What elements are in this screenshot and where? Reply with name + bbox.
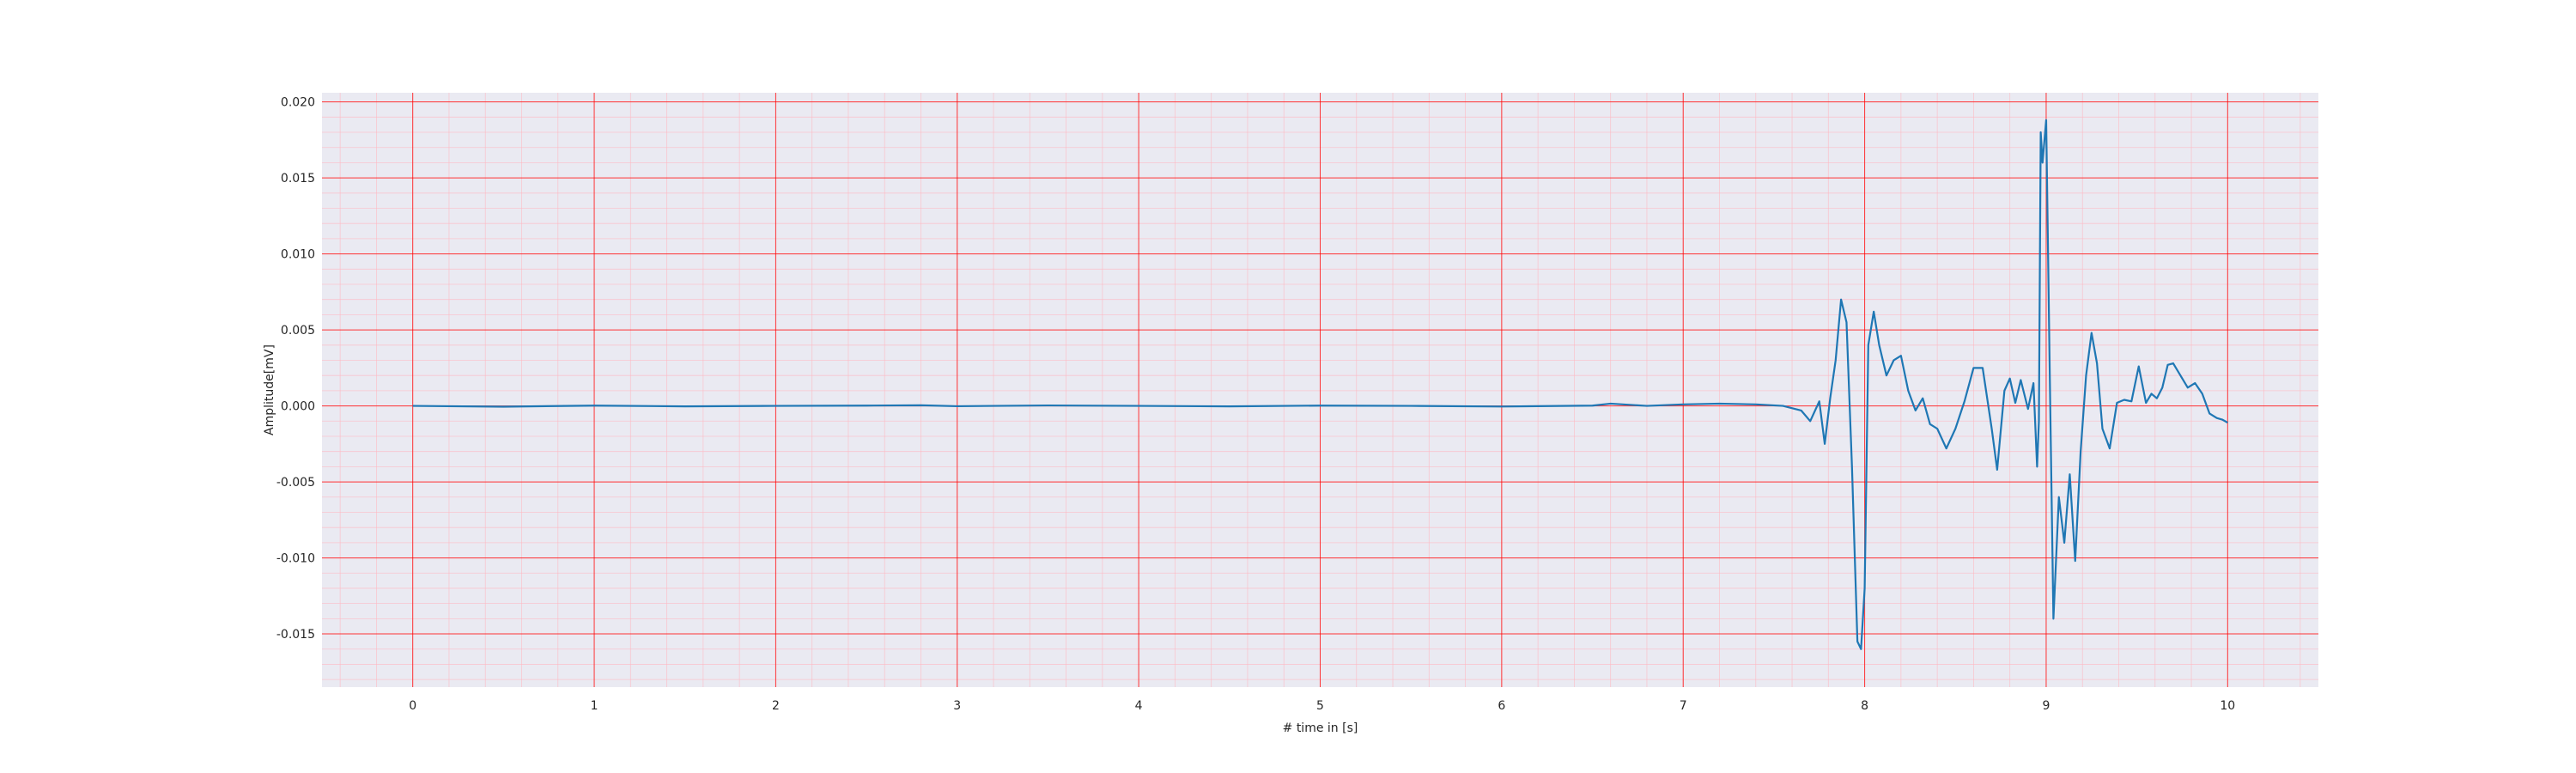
x-tick-label: 3	[953, 699, 961, 713]
y-tick-label: -0.015	[276, 628, 315, 642]
y-tick-label: 0.015	[281, 172, 315, 186]
x-tick-label: 10	[2220, 699, 2235, 713]
y-tick-label: 0.010	[281, 248, 315, 262]
x-tick-label: 9	[2042, 699, 2050, 713]
x-tick-label: 6	[1498, 699, 1505, 713]
y-tick-label: -0.005	[276, 476, 315, 490]
major-grid	[322, 93, 2318, 687]
y-tick-label: 0.000	[281, 400, 315, 414]
x-tick-label: 2	[772, 699, 780, 713]
y-tick-label: 0.005	[281, 324, 315, 338]
x-tick-label: 7	[1680, 699, 1687, 713]
y-tick-labels: -0.015 -0.010 -0.005 0.000 0.005 0.010 0.015 0.…	[276, 96, 315, 642]
x-tick-label: 1	[591, 699, 598, 713]
y-tick-label: -0.010	[276, 552, 315, 566]
x-tick-label: 0	[409, 699, 416, 713]
x-tick-label: 8	[1861, 699, 1868, 713]
x-axis-label: # time in [s]	[1283, 721, 1358, 735]
y-axis-label: Amplitude[mV]	[263, 344, 276, 435]
x-tick-label: 4	[1135, 699, 1143, 713]
x-tick-labels: 0 1 2 3 4 5 6 7 8 9 10	[409, 699, 2235, 713]
x-tick-label: 5	[1316, 699, 1324, 713]
series-layer	[412, 119, 2228, 650]
y-tick-label: 0.020	[281, 96, 315, 110]
series-line-0	[412, 119, 2228, 650]
